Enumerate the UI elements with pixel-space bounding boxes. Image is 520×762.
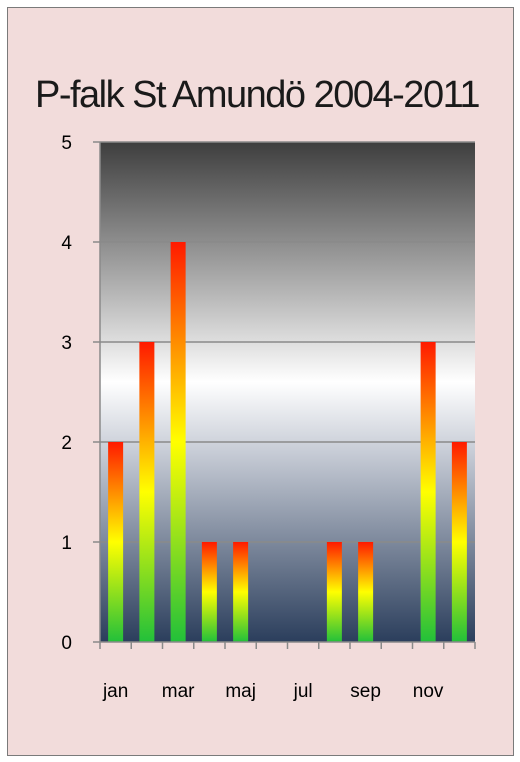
axes (93, 141, 476, 649)
x-tick-label: mar (162, 681, 195, 702)
x-tick-label: maj (225, 681, 256, 702)
x-tick-label: nov (413, 681, 444, 702)
bar-feb (139, 342, 155, 642)
bar-apr (201, 542, 217, 642)
x-tick-label: jul (293, 681, 313, 702)
x-tick-label: sep (350, 681, 381, 702)
bar-sep (358, 542, 374, 642)
y-tick-label: 0 (61, 633, 72, 654)
bar-mar (170, 242, 186, 642)
gridlines (100, 141, 475, 543)
y-tick-labels: 0 1 2 3 4 5 (61, 133, 72, 654)
chart-title: P-falk St Amundö 2004-2011 (35, 74, 479, 116)
bar-maj (233, 542, 249, 642)
bar-aug (326, 542, 342, 642)
y-tick-label: 3 (61, 333, 72, 354)
y-tick-label: 4 (61, 233, 72, 254)
x-tick-labels: jan mar maj jul sep nov (102, 681, 444, 702)
bar-nov (420, 342, 436, 642)
bars (108, 242, 467, 642)
x-tick-label: jan (102, 681, 128, 702)
plot-area (100, 142, 475, 642)
bar-dec (451, 442, 467, 642)
y-tick-label: 2 (61, 433, 72, 454)
bar-jan (108, 442, 124, 642)
y-tick-label: 1 (61, 533, 72, 554)
y-tick-label: 5 (61, 133, 72, 154)
